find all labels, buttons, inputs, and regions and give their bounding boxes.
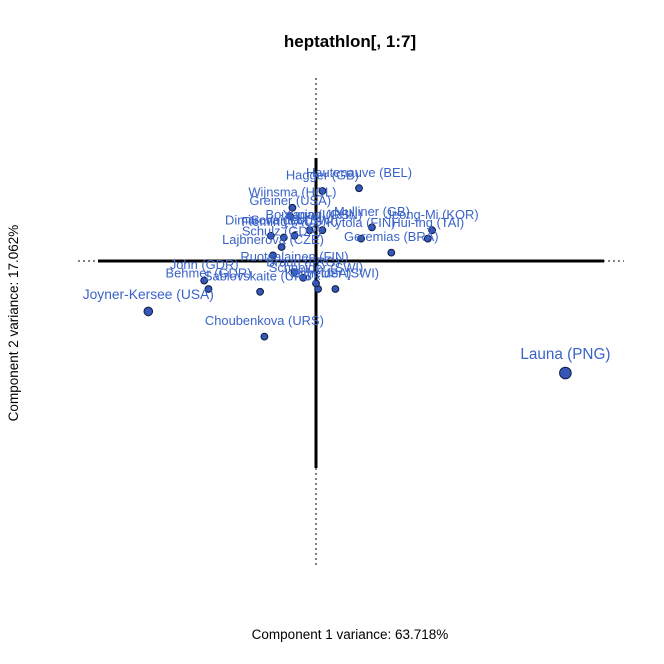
point-label: Dimitrova (BUL)	[225, 212, 317, 227]
data-point	[286, 212, 295, 221]
point-label: Kelly (USA)	[285, 266, 352, 281]
data-point	[423, 234, 432, 243]
data-point	[305, 226, 314, 235]
data-point	[290, 268, 299, 277]
point-label: Behmer (GDR)	[166, 266, 252, 281]
data-point	[143, 306, 154, 317]
data-point	[288, 203, 297, 212]
data-point	[200, 276, 209, 285]
data-point	[267, 231, 275, 240]
data-point	[331, 285, 340, 293]
data-point	[277, 243, 286, 251]
data-point	[318, 187, 327, 195]
point-label: Greiner (USA)	[249, 193, 331, 208]
data-point	[357, 234, 366, 243]
data-point	[318, 226, 327, 235]
point-label: Choubenkova (URS)	[205, 313, 324, 328]
data-point	[428, 226, 437, 235]
point-label: Mulliner (GB)	[334, 204, 410, 219]
chart-title: heptathlon[, 1:7]	[284, 32, 416, 51]
point-label: Hagger (GB)	[286, 168, 359, 183]
data-point	[355, 184, 363, 193]
point-label: Braun (FRG)	[266, 254, 340, 269]
data-point	[256, 287, 265, 296]
point-label: Kytola (FIN)	[327, 215, 396, 230]
point-label: Schulz (GDR)	[242, 224, 322, 239]
data-point	[559, 366, 572, 380]
point-label: Geremias (BRA)	[344, 229, 439, 244]
point-label: Hautenauve (BEL)	[306, 165, 412, 180]
data-point	[387, 248, 396, 257]
point-label: Lajbnerova (CZE)	[222, 232, 324, 247]
data-point	[299, 273, 308, 282]
point-label: Yuping (CHN)	[283, 207, 363, 222]
point-label: Joyner-Kersee (USA)	[83, 287, 214, 302]
point-label: Schneider (SWI)	[269, 260, 364, 275]
data-point	[368, 223, 376, 232]
point-label: John (GDR)	[170, 257, 239, 272]
points-layer	[143, 184, 572, 380]
data-point	[269, 251, 277, 260]
data-point	[279, 233, 288, 242]
data-point	[290, 231, 299, 240]
labels-layer: Joyner-Kersee (USA) Launa (PNG) Hautenauve…	[83, 165, 611, 363]
point-label: Ruotsalainen (FIN)	[240, 249, 348, 264]
point-label: Wijnsma (HOL)	[248, 184, 336, 199]
point-label: Fleming (AUS)	[242, 214, 327, 229]
point-label: Scheider (SWI)	[251, 212, 338, 227]
point-label: Scheider (SWI)	[292, 266, 379, 281]
data-point	[312, 279, 320, 288]
y-axis-label: Component 2 variance: 17.062%	[6, 225, 21, 422]
x-axis-label: Component 1 variance: 63.718%	[252, 627, 449, 642]
data-point	[204, 285, 213, 293]
point-label: Launa (PNG)	[520, 346, 610, 363]
data-point	[260, 332, 269, 341]
point-label: Hui-Ing (TAI)	[391, 215, 464, 230]
point-label: Jeong-Mi (KOR)	[386, 207, 479, 222]
point-label: Sablovskaite (URS)	[204, 268, 316, 283]
point-label: Bouraga (URS)	[266, 207, 354, 222]
